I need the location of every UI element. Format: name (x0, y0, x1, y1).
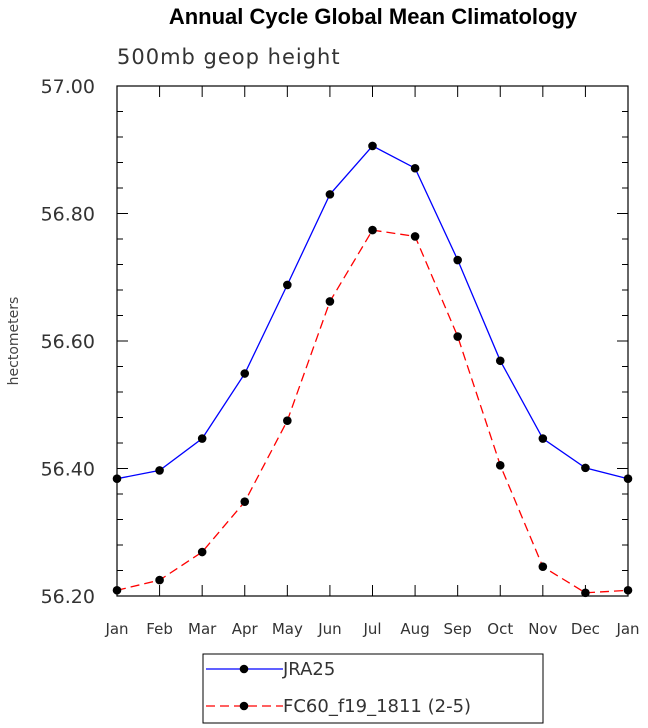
plot-axes (116, 85, 629, 597)
y-axis-label: hectometers (6, 297, 22, 386)
legend: JRA25 FC60_f19_1811 (2-5) (202, 653, 544, 724)
x-tick-label: Jun (317, 620, 341, 638)
x-tick-label: Mar (188, 620, 217, 638)
x-tick-label: Jan (615, 620, 639, 638)
legend-label-1: JRA25 (282, 659, 335, 680)
x-tick-label: Jul (362, 620, 381, 638)
x-tick-label: Jan (104, 620, 128, 638)
y-tick-label: 57.00 (41, 76, 95, 98)
x-tick-label: Aug (400, 620, 429, 638)
y-tick-label: 56.60 (41, 331, 95, 353)
series-1-point (155, 466, 164, 475)
x-tick-labels: Jan Feb Mar Apr May Jun Jul Aug Sep Oct Nov Dec Jan (104, 620, 639, 638)
chart-subtitle: 500mb geop height (117, 45, 341, 69)
series-1-point (623, 474, 633, 484)
series-1-point (538, 434, 548, 443)
series-2-point (538, 562, 548, 571)
y-tick-label: 56.80 (41, 204, 95, 226)
chart-title: Annual Cycle Global Mean Climatology (169, 4, 578, 29)
series-2-point (368, 225, 377, 235)
series-line-2 (116, 229, 629, 594)
series-1-point (283, 280, 292, 290)
series-2-point (155, 575, 164, 585)
series-line-1 (116, 145, 629, 480)
series-1-point (410, 163, 420, 173)
data-series (112, 141, 633, 598)
series-1-point (368, 141, 377, 151)
legend-label-2: FC60_f19_1811 (2-5) (283, 696, 471, 717)
series-2-point (325, 297, 335, 306)
x-tick-label: Dec (571, 620, 600, 638)
series-2-point (453, 332, 462, 341)
x-tick-label: Nov (528, 620, 557, 638)
x-tick-label: Apr (232, 620, 259, 638)
plot-frame (116, 85, 629, 597)
series-2-point (623, 585, 633, 595)
x-tick-label: Feb (146, 620, 173, 638)
series-2-point (112, 585, 122, 595)
series-2-point (240, 497, 250, 506)
series-2-point (581, 588, 590, 598)
x-tick-label: Sep (444, 620, 472, 638)
series-1-point (197, 434, 207, 443)
series-1-point (495, 356, 505, 366)
legend-marker-1 (239, 664, 249, 674)
series-1-point (453, 255, 462, 265)
x-tick-label: Oct (487, 620, 513, 638)
series-1-point (581, 463, 590, 473)
y-tick-labels: 56.20 56.40 56.60 56.80 57.00 (41, 76, 95, 608)
y-tick-label: 56.40 (41, 459, 95, 481)
series-1-point (240, 369, 250, 378)
legend-box (202, 653, 544, 724)
series-1-point (325, 190, 335, 199)
series-2-point (197, 547, 207, 557)
legend-marker-2 (239, 701, 249, 711)
x-tick-label: May (272, 620, 303, 638)
series-2-point (495, 461, 505, 470)
series-2-point (283, 416, 292, 425)
series-2-point (410, 232, 420, 241)
series-1-point (112, 474, 122, 484)
y-tick-label: 56.20 (41, 586, 95, 608)
